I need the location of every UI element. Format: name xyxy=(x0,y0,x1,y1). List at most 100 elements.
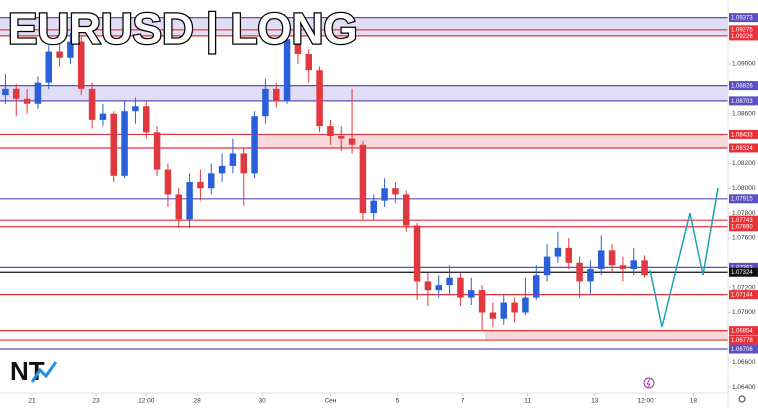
candle xyxy=(587,260,594,294)
candle xyxy=(413,223,421,301)
y-tick-label: 1.08200 xyxy=(732,160,756,167)
candle xyxy=(186,173,193,229)
y-tick-label: 1.09000 xyxy=(732,61,756,68)
candle-body xyxy=(478,290,486,313)
candle-body xyxy=(327,126,334,137)
candle xyxy=(316,66,323,133)
y-tick-label: 1.06600 xyxy=(732,359,756,366)
candle xyxy=(56,39,63,67)
price-level-label-box xyxy=(729,143,758,153)
price-level-label-box xyxy=(729,222,758,232)
candle xyxy=(327,119,334,145)
price-level-label: 1.06778 xyxy=(731,338,753,344)
zone xyxy=(0,85,728,101)
y-tick-label: 1.07200 xyxy=(732,284,756,291)
candle xyxy=(240,148,247,206)
candle xyxy=(598,235,605,276)
candle xyxy=(608,244,616,273)
candle xyxy=(208,163,215,195)
candle-body xyxy=(338,136,345,139)
candle-body xyxy=(359,144,367,214)
candle-body xyxy=(218,165,226,174)
candle xyxy=(554,231,562,263)
candle-body xyxy=(348,138,356,145)
price-level-label-box xyxy=(729,262,758,272)
price-level-label: 1.08826 xyxy=(731,83,753,89)
candle xyxy=(630,247,637,276)
price-level-label-box xyxy=(729,267,758,277)
candle-body xyxy=(143,106,150,133)
projection-path xyxy=(649,187,719,328)
candle-body xyxy=(316,70,323,127)
candle-body xyxy=(197,182,204,189)
price-level-label: 1.08703 xyxy=(731,99,753,105)
logo: NT xyxy=(8,356,58,386)
candle xyxy=(132,97,139,124)
event-icon[interactable] xyxy=(643,377,655,389)
candle-body xyxy=(240,153,247,174)
candle xyxy=(348,88,356,154)
candle-body xyxy=(381,188,388,201)
settings-icon[interactable] xyxy=(738,395,746,403)
candle xyxy=(99,103,107,127)
y-tick-label: 1.07000 xyxy=(732,309,756,316)
candle-body xyxy=(273,88,280,102)
candle-body xyxy=(608,250,616,266)
x-tick-label: 5 xyxy=(396,398,400,405)
candle-body xyxy=(283,39,291,102)
candle xyxy=(175,188,182,229)
price-level-label-box xyxy=(729,13,758,23)
candle-body xyxy=(67,41,74,58)
candle xyxy=(67,32,74,64)
candle-body xyxy=(511,302,518,313)
price-level-label: 1.06706 xyxy=(731,347,753,353)
candle xyxy=(619,256,627,282)
candle-body xyxy=(164,169,172,195)
candle xyxy=(489,302,497,328)
x-tick-label: 11 xyxy=(524,398,531,405)
candle xyxy=(338,126,345,151)
candle xyxy=(478,285,486,330)
candle xyxy=(88,82,96,129)
zone xyxy=(0,17,728,36)
candle-body xyxy=(88,88,96,120)
price-level-label: 1.07743 xyxy=(731,218,753,224)
candle-body xyxy=(543,256,551,276)
x-tick-label: 18 xyxy=(690,398,698,405)
candle-body xyxy=(403,194,410,226)
candle xyxy=(468,277,475,306)
price-level-label: 1.08324 xyxy=(731,146,753,152)
price-level-label-box xyxy=(729,335,758,345)
price-level-label-box xyxy=(729,194,758,204)
candle xyxy=(641,255,648,278)
price-level-label: 1.08433 xyxy=(731,132,753,138)
candle xyxy=(78,36,85,96)
candle xyxy=(164,163,172,207)
candle-body xyxy=(446,277,453,286)
candle xyxy=(273,82,280,108)
candle-body xyxy=(99,113,107,120)
candle-body xyxy=(45,51,52,83)
candle xyxy=(576,256,583,298)
event-icon-bolt xyxy=(646,378,651,388)
candle-body xyxy=(13,88,20,99)
candle xyxy=(392,182,399,204)
candle xyxy=(370,194,377,221)
x-tick-label: Сен xyxy=(324,398,336,405)
candle-body xyxy=(489,312,497,319)
x-tick-label: 21 xyxy=(28,398,36,405)
candle xyxy=(13,83,20,117)
candle-body xyxy=(78,41,85,89)
y-tick-label: 1.08000 xyxy=(732,185,756,192)
price-level-label-box xyxy=(729,96,758,106)
candle-body xyxy=(413,225,421,282)
candle-body xyxy=(186,182,193,220)
price-level-label-box xyxy=(729,81,758,91)
candle-body xyxy=(56,51,63,58)
y-tick-label: 1.07800 xyxy=(732,210,756,217)
candle-body xyxy=(262,88,269,117)
candle-body xyxy=(424,281,432,291)
candle-body xyxy=(522,297,529,313)
candle xyxy=(565,237,572,270)
